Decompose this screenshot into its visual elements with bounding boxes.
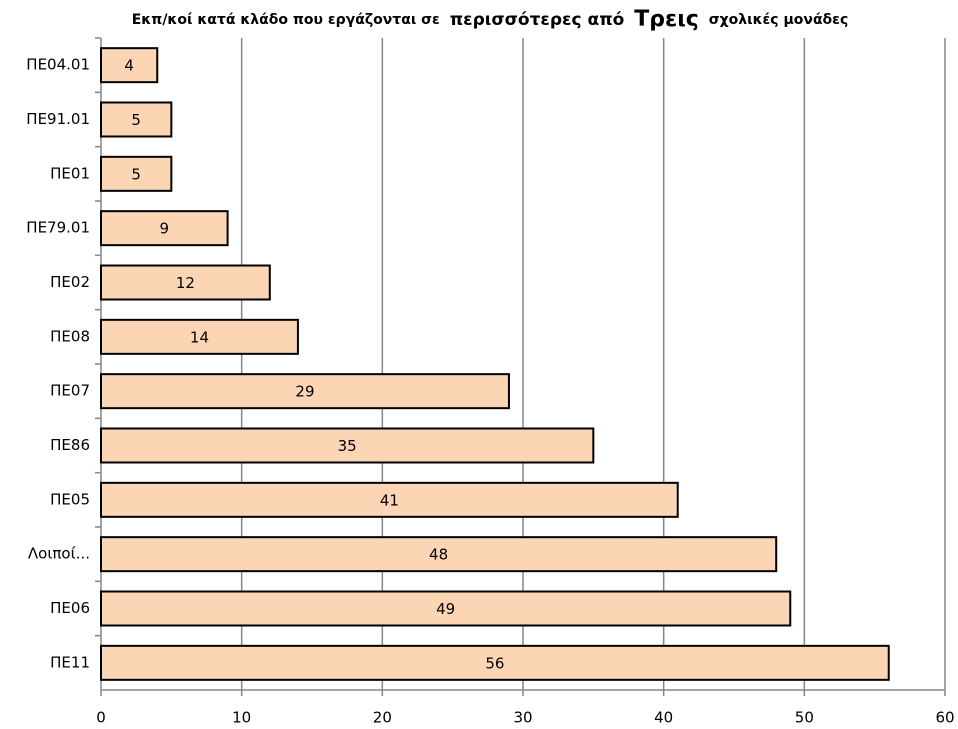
y-tick-label: ΠΕ86 xyxy=(50,436,90,454)
bar xyxy=(100,47,159,84)
bar xyxy=(100,644,890,681)
bar xyxy=(100,536,778,573)
data-label: 56 xyxy=(485,654,504,672)
x-tick-label: 50 xyxy=(795,709,814,727)
y-tick-label: ΠΕ01 xyxy=(50,164,90,182)
y-tick-label: ΠΕ08 xyxy=(50,327,90,345)
y-tick-label: ΠΕ79.01 xyxy=(26,219,90,237)
data-label: 12 xyxy=(176,274,195,292)
data-label: 41 xyxy=(380,491,399,509)
x-tick-label: 30 xyxy=(513,709,532,727)
data-label: 9 xyxy=(160,220,170,238)
data-label: 4 xyxy=(124,57,134,75)
bar xyxy=(100,101,173,138)
x-tick-label: 0 xyxy=(96,709,106,727)
y-tick-label: ΠΕ02 xyxy=(50,273,90,291)
data-label: 5 xyxy=(131,165,141,183)
bar xyxy=(100,155,173,192)
x-tick-label: 60 xyxy=(935,709,954,727)
bar xyxy=(100,210,229,247)
y-tick-label: ΠΕ07 xyxy=(50,382,90,400)
y-tick-label: ΠΕ05 xyxy=(50,490,90,508)
x-tick-label: 20 xyxy=(373,709,392,727)
bar xyxy=(100,318,299,355)
y-tick-label: ΠΕ06 xyxy=(50,599,90,617)
data-label: 29 xyxy=(295,383,314,401)
x-tick-label: 40 xyxy=(654,709,673,727)
x-tick-label: 10 xyxy=(232,709,251,727)
title-part: Τρεις xyxy=(634,7,699,32)
y-tick-label: Λοιποί... xyxy=(28,545,90,563)
y-tick-label: ΠΕ91.01 xyxy=(26,110,90,128)
data-label: 35 xyxy=(338,437,357,455)
y-tick-label: ΠΕ11 xyxy=(50,653,90,671)
chart-title: Εκπ/κοί κατά κλάδο που εργάζονται σε περ… xyxy=(132,7,849,32)
data-label: 49 xyxy=(436,600,455,618)
title-part: σχολικές μονάδες xyxy=(709,12,849,28)
bar xyxy=(100,373,510,410)
bar xyxy=(100,481,679,518)
bar xyxy=(100,427,595,464)
bar xyxy=(100,590,792,627)
title-part: Εκπ/κοί κατά κλάδο που εργάζονται σε xyxy=(132,12,440,28)
y-tick-label: ΠΕ04.01 xyxy=(26,56,90,74)
data-label: 48 xyxy=(429,546,448,564)
data-label: 14 xyxy=(190,328,209,346)
bar xyxy=(100,264,271,301)
title-part: περισσότερες από xyxy=(450,10,625,30)
data-label: 5 xyxy=(131,111,141,129)
